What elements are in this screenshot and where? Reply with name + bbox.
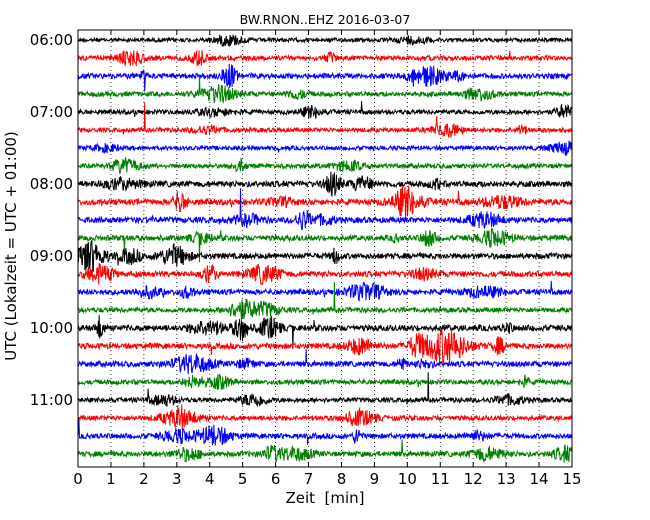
trace-row-17 [77,328,573,366]
vertical-gridlines [110,30,540,467]
trace-row-1 [77,50,573,67]
y-tick-label: 07:00 [30,103,73,121]
trace-row-21 [77,404,573,430]
x-tick-label: 8 [337,470,347,488]
x-tick-label: 5 [238,470,248,488]
trace-row-4 [77,101,573,120]
x-tick-label: 10 [398,470,417,488]
trace-row-2 [77,63,573,92]
trace-row-16 [77,315,573,349]
x-axis-label: Zeit [min] [285,489,364,507]
x-tick-label: 15 [562,470,581,488]
x-tick-label: 9 [370,470,380,488]
y-tick-label: 10:00 [30,319,73,337]
trace-row-11 [77,227,573,263]
y-axis-label: UTC (Lokalzeit = UTC + 01:00) [2,131,20,361]
trace-row-10 [77,188,573,231]
trace-row-6 [77,140,573,156]
x-tick-labels: 0 1 2 3 4 5 6 7 8 9 10 11 12 13 14 15 [73,470,581,488]
x-tick-label: 13 [497,470,516,488]
y-tick-label: 09:00 [30,247,73,265]
x-tick-label: 1 [106,470,116,488]
trace-row-13 [77,262,573,286]
x-tick-label: 6 [271,470,281,488]
trace-row-19 [77,373,573,390]
trace-row-9 [78,185,573,220]
y-tick-label: 08:00 [30,175,73,193]
seismic-traces [77,34,573,463]
y-tick-label: 11:00 [30,391,73,409]
x-tick-label: 2 [139,470,149,488]
y-tick-label: 06:00 [30,31,73,49]
trace-row-8 [77,171,573,197]
trace-row-7 [77,156,573,174]
trace-row-5 [77,102,573,138]
x-tick-label: 11 [431,470,450,488]
trace-row-20 [77,372,573,408]
trace-row-22 [77,419,573,446]
x-tick-label: 14 [530,470,549,488]
trace-row-18 [77,349,573,375]
plot-frame [77,29,573,468]
x-tick-label: 7 [304,470,314,488]
x-tick-label: 0 [73,470,83,488]
x-tick-label: 3 [172,470,182,488]
trace-row-3 [77,75,573,104]
y-tick-labels: 06:00 07:00 08:00 09:00 10:00 11:00 [30,31,73,409]
trace-row-0 [77,34,573,48]
chart-title: BW.RNON..EHZ 2016-03-07 [240,12,411,27]
x-tick-label: 4 [205,470,215,488]
x-tick-label: 12 [464,470,483,488]
trace-row-12 [77,240,573,272]
trace-row-23 [77,439,573,463]
trace-row-15 [77,281,573,322]
trace-row-14 [77,280,573,302]
